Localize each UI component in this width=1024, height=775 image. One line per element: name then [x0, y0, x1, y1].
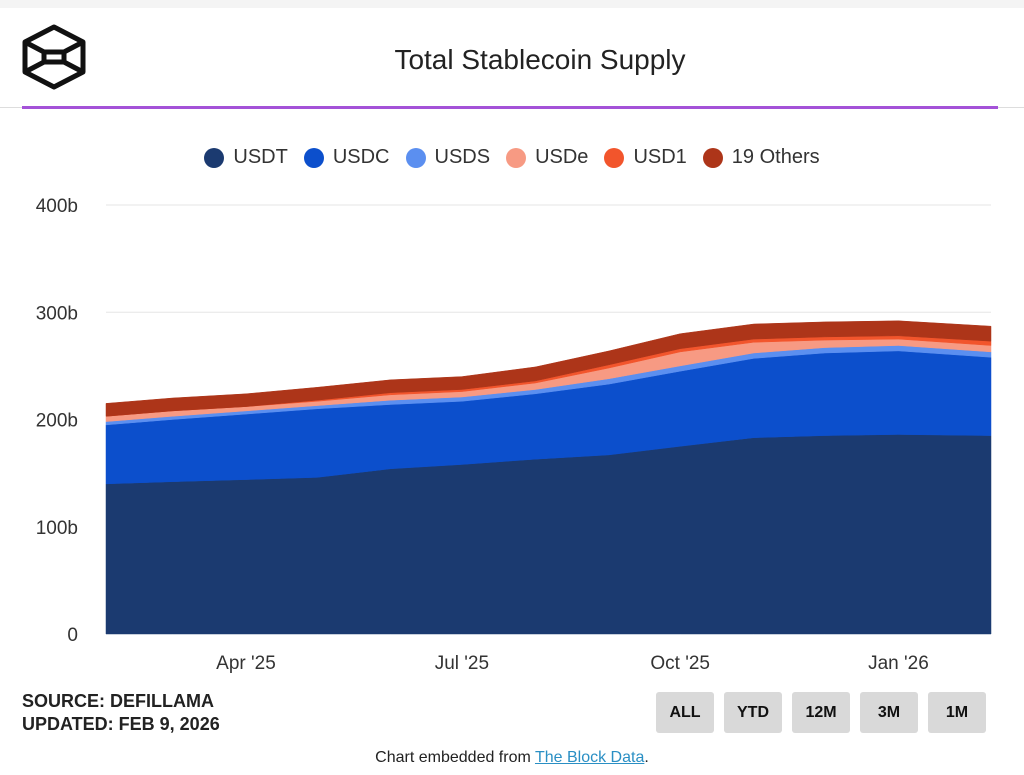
legend-item[interactable]: USDT	[204, 146, 288, 169]
legend-item[interactable]: USD1	[604, 146, 687, 169]
range-button-1m[interactable]: 1M	[928, 692, 986, 733]
the-block-data-link[interactable]: The Block Data	[534, 749, 645, 766]
range-button-12m[interactable]: 12M	[792, 692, 850, 733]
stacked-area-chart: 0 100b 200b 300b 400b Apr '25 Jul '25 Oct '25 Ja…	[36, 196, 992, 674]
area-19-others	[105, 320, 992, 417]
x-tick-label: Apr '25	[216, 653, 276, 674]
y-tick-label: 300b	[36, 303, 78, 324]
the-block-logo-icon	[22, 24, 86, 90]
chart-title: Total Stablecoin Supply	[394, 44, 686, 75]
legend-swatch-icon	[702, 147, 723, 168]
x-tick-label: Oct '25	[650, 653, 710, 674]
legend-swatch-icon	[506, 147, 527, 168]
legend-label: USDe	[535, 146, 589, 168]
range-button-ytd[interactable]: YTD	[724, 692, 782, 733]
chart-legend: USDT USDC USDS USDe USD1 19 Others	[0, 146, 1024, 169]
source-label: SOURCE: DEFILLAMA	[22, 691, 214, 711]
footer-suffix: .	[644, 749, 649, 766]
top-strip	[0, 0, 1024, 8]
y-tick-label: 100b	[36, 518, 78, 539]
legend-swatch-icon	[204, 147, 225, 168]
legend-item[interactable]: USDC	[303, 146, 390, 169]
legend-label: USD1	[633, 146, 687, 168]
range-selector: ALL YTD 12M 3M 1M	[656, 692, 986, 733]
y-tick-label: 0	[67, 625, 78, 646]
source-info: SOURCE: DEFILLAMA UPDATED: FEB 9, 2026	[22, 690, 220, 736]
footer-prefix: Chart embedded from	[375, 749, 535, 766]
legend-item[interactable]: USDS	[405, 146, 491, 169]
legend-label: 19 Others	[731, 146, 820, 168]
x-tick-label: Jan '26	[868, 653, 929, 674]
y-tick-label: 400b	[36, 196, 78, 217]
updated-label: UPDATED: FEB 9, 2026	[22, 714, 220, 734]
range-button-all[interactable]: ALL	[656, 692, 714, 733]
embed-footer: Chart embedded from The Block Data.	[0, 749, 1024, 767]
legend-item[interactable]: 19 Others	[702, 146, 820, 169]
accent-divider	[22, 106, 998, 109]
legend-swatch-icon	[303, 147, 324, 168]
x-tick-label: Jul '25	[435, 653, 489, 674]
legend-label: USDT	[233, 146, 288, 168]
legend-item[interactable]: USDe	[506, 146, 588, 169]
range-button-3m[interactable]: 3M	[860, 692, 918, 733]
legend-label: USDC	[332, 146, 390, 168]
y-tick-label: 200b	[36, 411, 78, 432]
legend-swatch-icon	[405, 147, 426, 168]
legend-swatch-icon	[604, 147, 625, 168]
legend-label: USDS	[434, 146, 491, 168]
